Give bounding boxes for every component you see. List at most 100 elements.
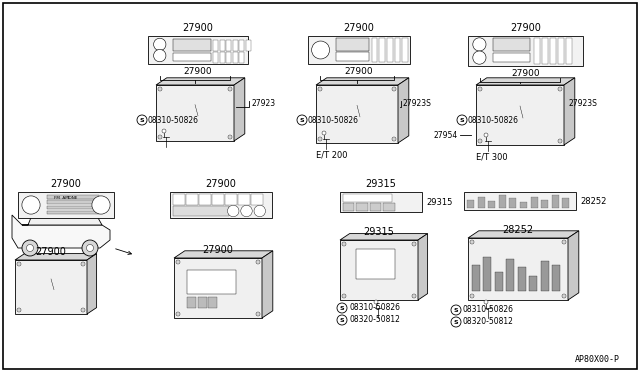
Polygon shape — [564, 78, 575, 145]
Bar — [477, 197, 484, 208]
Bar — [251, 194, 263, 205]
Circle shape — [228, 135, 232, 139]
Text: S: S — [340, 305, 344, 311]
Bar — [47, 200, 99, 204]
Bar — [156, 85, 234, 141]
Text: 28252: 28252 — [502, 225, 534, 235]
Circle shape — [318, 87, 322, 91]
Bar — [170, 192, 272, 218]
Text: 27900: 27900 — [511, 68, 540, 77]
Circle shape — [82, 240, 98, 256]
Bar — [506, 259, 514, 291]
Bar — [18, 192, 114, 218]
Bar — [557, 38, 564, 64]
Circle shape — [158, 87, 162, 91]
Bar — [239, 40, 244, 51]
Text: 27900: 27900 — [203, 245, 234, 255]
Text: S: S — [460, 118, 464, 122]
Bar — [495, 272, 502, 291]
Bar — [472, 264, 479, 291]
Bar — [220, 52, 225, 63]
Circle shape — [312, 41, 330, 59]
Text: 27900: 27900 — [182, 23, 213, 33]
Bar — [173, 194, 185, 205]
Bar — [468, 238, 568, 300]
Bar — [552, 195, 559, 208]
Text: 08320-50812: 08320-50812 — [350, 315, 401, 324]
Bar — [187, 270, 236, 294]
Circle shape — [256, 312, 260, 316]
Circle shape — [457, 115, 467, 125]
Text: 27900: 27900 — [344, 23, 374, 33]
Circle shape — [470, 294, 474, 298]
Text: S: S — [300, 118, 304, 122]
Circle shape — [322, 131, 326, 135]
Bar — [464, 192, 576, 210]
Bar — [541, 38, 548, 64]
Bar — [499, 195, 506, 208]
Text: 27900: 27900 — [36, 247, 67, 257]
Text: E/T 300: E/T 300 — [476, 153, 508, 161]
Bar — [402, 38, 408, 62]
Bar — [534, 38, 540, 64]
Circle shape — [228, 205, 239, 217]
Text: 27900: 27900 — [510, 23, 541, 33]
Circle shape — [484, 300, 488, 304]
Circle shape — [478, 87, 482, 91]
Bar — [387, 38, 392, 62]
Circle shape — [22, 196, 40, 214]
Text: 27954: 27954 — [434, 131, 458, 140]
Text: 08310-50826: 08310-50826 — [308, 115, 359, 125]
Circle shape — [17, 262, 21, 266]
Bar — [226, 52, 231, 63]
Bar — [467, 199, 474, 208]
Circle shape — [176, 312, 180, 316]
Bar — [356, 249, 395, 279]
Bar — [370, 203, 381, 211]
Circle shape — [478, 139, 482, 143]
Bar — [493, 53, 531, 62]
Text: 27923S: 27923S — [403, 99, 432, 108]
Circle shape — [22, 240, 38, 256]
Text: 27900: 27900 — [205, 179, 236, 189]
Bar — [529, 276, 537, 291]
Circle shape — [337, 315, 347, 325]
Bar — [213, 52, 218, 63]
Bar — [173, 53, 211, 61]
Polygon shape — [22, 197, 102, 225]
Bar — [308, 36, 410, 64]
Bar — [518, 266, 525, 291]
Bar — [383, 203, 395, 211]
Circle shape — [412, 294, 416, 298]
Circle shape — [228, 87, 232, 91]
Polygon shape — [38, 200, 58, 210]
Circle shape — [158, 135, 162, 139]
Bar — [199, 194, 211, 205]
Text: 29315: 29315 — [365, 179, 396, 189]
Bar — [493, 38, 531, 51]
Polygon shape — [156, 78, 245, 85]
Polygon shape — [234, 78, 245, 141]
Bar — [468, 36, 583, 66]
Circle shape — [562, 294, 566, 298]
Circle shape — [256, 260, 260, 264]
Bar — [238, 194, 250, 205]
Bar — [563, 198, 570, 208]
Bar — [476, 85, 564, 145]
Bar — [531, 197, 538, 208]
Bar — [15, 260, 87, 314]
Circle shape — [562, 240, 566, 244]
Circle shape — [558, 139, 562, 143]
Polygon shape — [468, 231, 579, 238]
Circle shape — [451, 317, 461, 327]
Circle shape — [154, 38, 166, 51]
Text: 27923S: 27923S — [569, 99, 598, 108]
Text: E/T 200: E/T 200 — [316, 151, 348, 160]
Text: TONE: TONE — [66, 196, 77, 200]
Bar — [380, 38, 385, 62]
Polygon shape — [12, 215, 110, 248]
Bar — [340, 192, 422, 212]
Bar — [148, 36, 248, 64]
Circle shape — [26, 244, 33, 251]
Bar — [340, 240, 418, 300]
